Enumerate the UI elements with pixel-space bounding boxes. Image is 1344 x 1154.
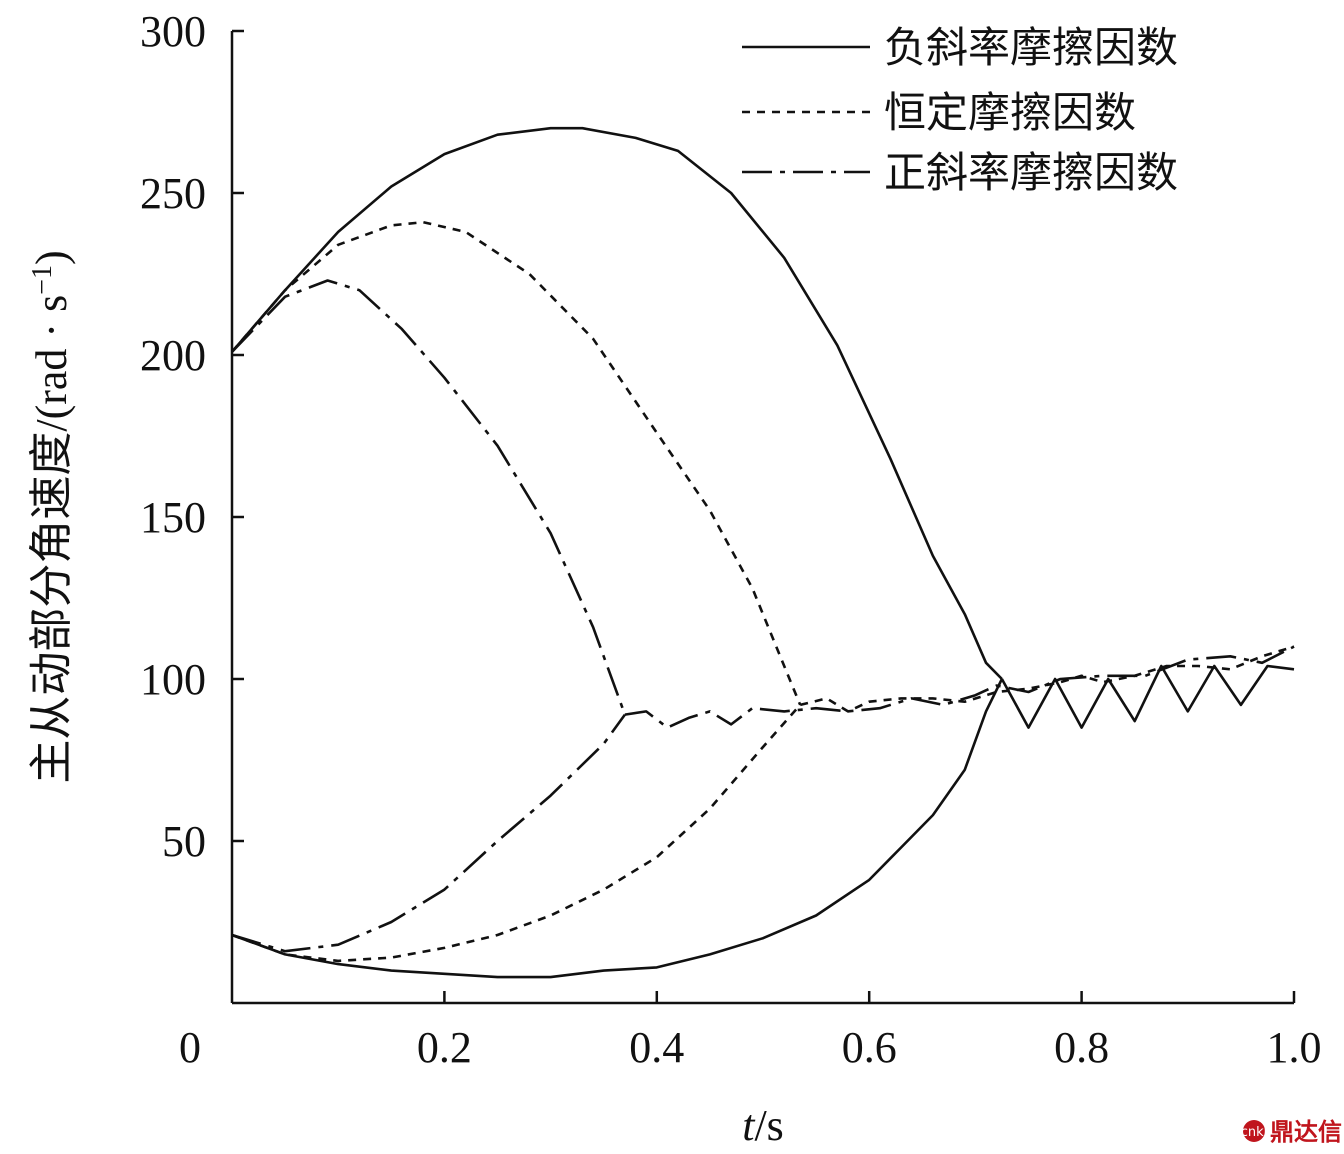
series-2-driving-line bbox=[231, 220, 802, 706]
watermark: cnki 鼎达信 bbox=[1241, 1118, 1342, 1146]
series-1-driving-line bbox=[231, 126, 1003, 680]
x-tick-label: 0.4 bbox=[629, 1023, 684, 1072]
y-tick-label: 50 bbox=[162, 817, 206, 866]
x-axis-title: t/s bbox=[742, 1101, 784, 1150]
watermark-logo-glyph: cnki bbox=[1241, 1125, 1268, 1140]
series-3-driving-line bbox=[231, 279, 627, 716]
x-tick-label: 0.8 bbox=[1054, 1023, 1109, 1072]
y-axis-title: 主从动部分角速度/(rad · s−1) bbox=[27, 250, 77, 783]
series-layer bbox=[231, 126, 1295, 979]
y-tick-label: 100 bbox=[140, 655, 206, 704]
y-tick-label: 250 bbox=[140, 169, 206, 218]
y-tick-label: 300 bbox=[140, 7, 206, 56]
series-3-merged-line bbox=[624, 645, 1295, 729]
watermark-text: 鼎达信 bbox=[1270, 1118, 1342, 1146]
legend-label-negative-slope: 负斜率摩擦因数 bbox=[884, 23, 1178, 72]
legend-label-positive-slope: 正斜率摩擦因数 bbox=[884, 148, 1178, 197]
legend-label-constant: 恒定摩擦因数 bbox=[884, 88, 1136, 137]
legend: 负斜率摩擦因数 恒定摩擦因数 正斜率摩擦因数 bbox=[742, 23, 1178, 197]
series-1-merged-line bbox=[1000, 664, 1295, 729]
series-2-driven-line bbox=[231, 704, 802, 963]
y-ticks: 50 100 150 200 250 300 bbox=[140, 7, 244, 866]
x-tick-label: 1.0 bbox=[1267, 1023, 1322, 1072]
y-tick-label: 200 bbox=[140, 331, 206, 380]
x-ticks: 0 0.2 0.4 0.6 0.8 1.0 bbox=[179, 991, 1322, 1072]
x-tick-label: 0 bbox=[179, 1023, 201, 1072]
x-tick-label: 0.2 bbox=[417, 1023, 472, 1072]
watermark-logo-icon bbox=[1243, 1120, 1265, 1142]
series-3-driven-line bbox=[231, 713, 626, 953]
series-1-driven-line bbox=[231, 678, 1004, 979]
y-tick-label: 150 bbox=[140, 493, 206, 542]
x-tick-label: 0.6 bbox=[842, 1023, 897, 1072]
